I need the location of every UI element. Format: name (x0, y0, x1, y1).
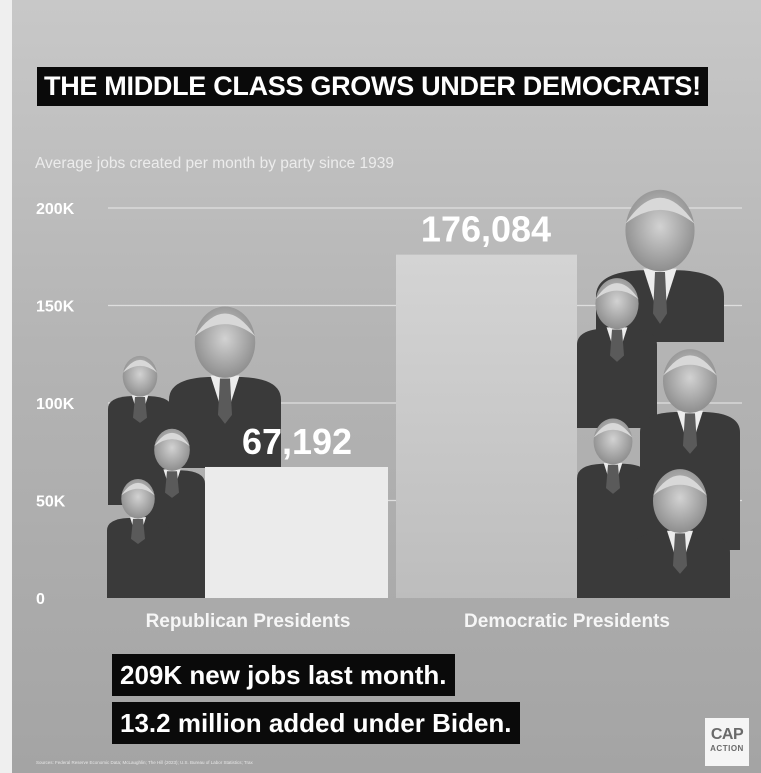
logo-main-text: CAP (710, 726, 744, 743)
y-tick-label: 50K (36, 494, 66, 511)
data-labels: 67,192 176,084 (242, 209, 551, 462)
y-tick-label: 150K (36, 299, 75, 316)
bars (205, 254, 577, 598)
frame-edge (0, 0, 12, 773)
source-note: Sources: Federal Reserve Economic Data; … (36, 760, 253, 765)
y-tick-label: 100K (36, 396, 75, 413)
callout-jobs-under-biden: 13.2 million added under Biden. (112, 702, 520, 744)
x-axis: Republican Presidents Democratic Presiden… (146, 611, 670, 632)
president-photo: Donald Trump (169, 306, 281, 468)
president-photo: Franklin D. Roosevelt (630, 469, 730, 598)
cap-action-logo[interactable]: CAP ACTION (705, 718, 749, 766)
headline: THE MIDDLE CLASS GROWS UNDER DEMOCRATS! (37, 67, 708, 106)
president-photos: George W. BushDonald TrumpGeorge H. W. B… (107, 189, 740, 598)
bar (205, 466, 388, 598)
bar (396, 254, 577, 598)
x-tick-label: Republican Presidents (146, 611, 351, 632)
president-photo: Ronald Reagan (107, 478, 169, 598)
data-label: 67,192 (242, 421, 352, 462)
y-tick-label: 0 (36, 591, 45, 608)
x-tick-label: Democratic Presidents (464, 611, 670, 632)
y-axis: 0 50K 100K 150K 200K (36, 201, 75, 608)
chart-subtitle: Average jobs created per month by party … (35, 155, 395, 172)
y-tick-label: 200K (36, 201, 75, 218)
president-photo: Barack Obama (577, 278, 657, 428)
callout-jobs-last-month: 209K new jobs last month. (112, 654, 455, 696)
data-label: 176,084 (421, 209, 551, 250)
logo-sub-text: ACTION (710, 744, 744, 753)
